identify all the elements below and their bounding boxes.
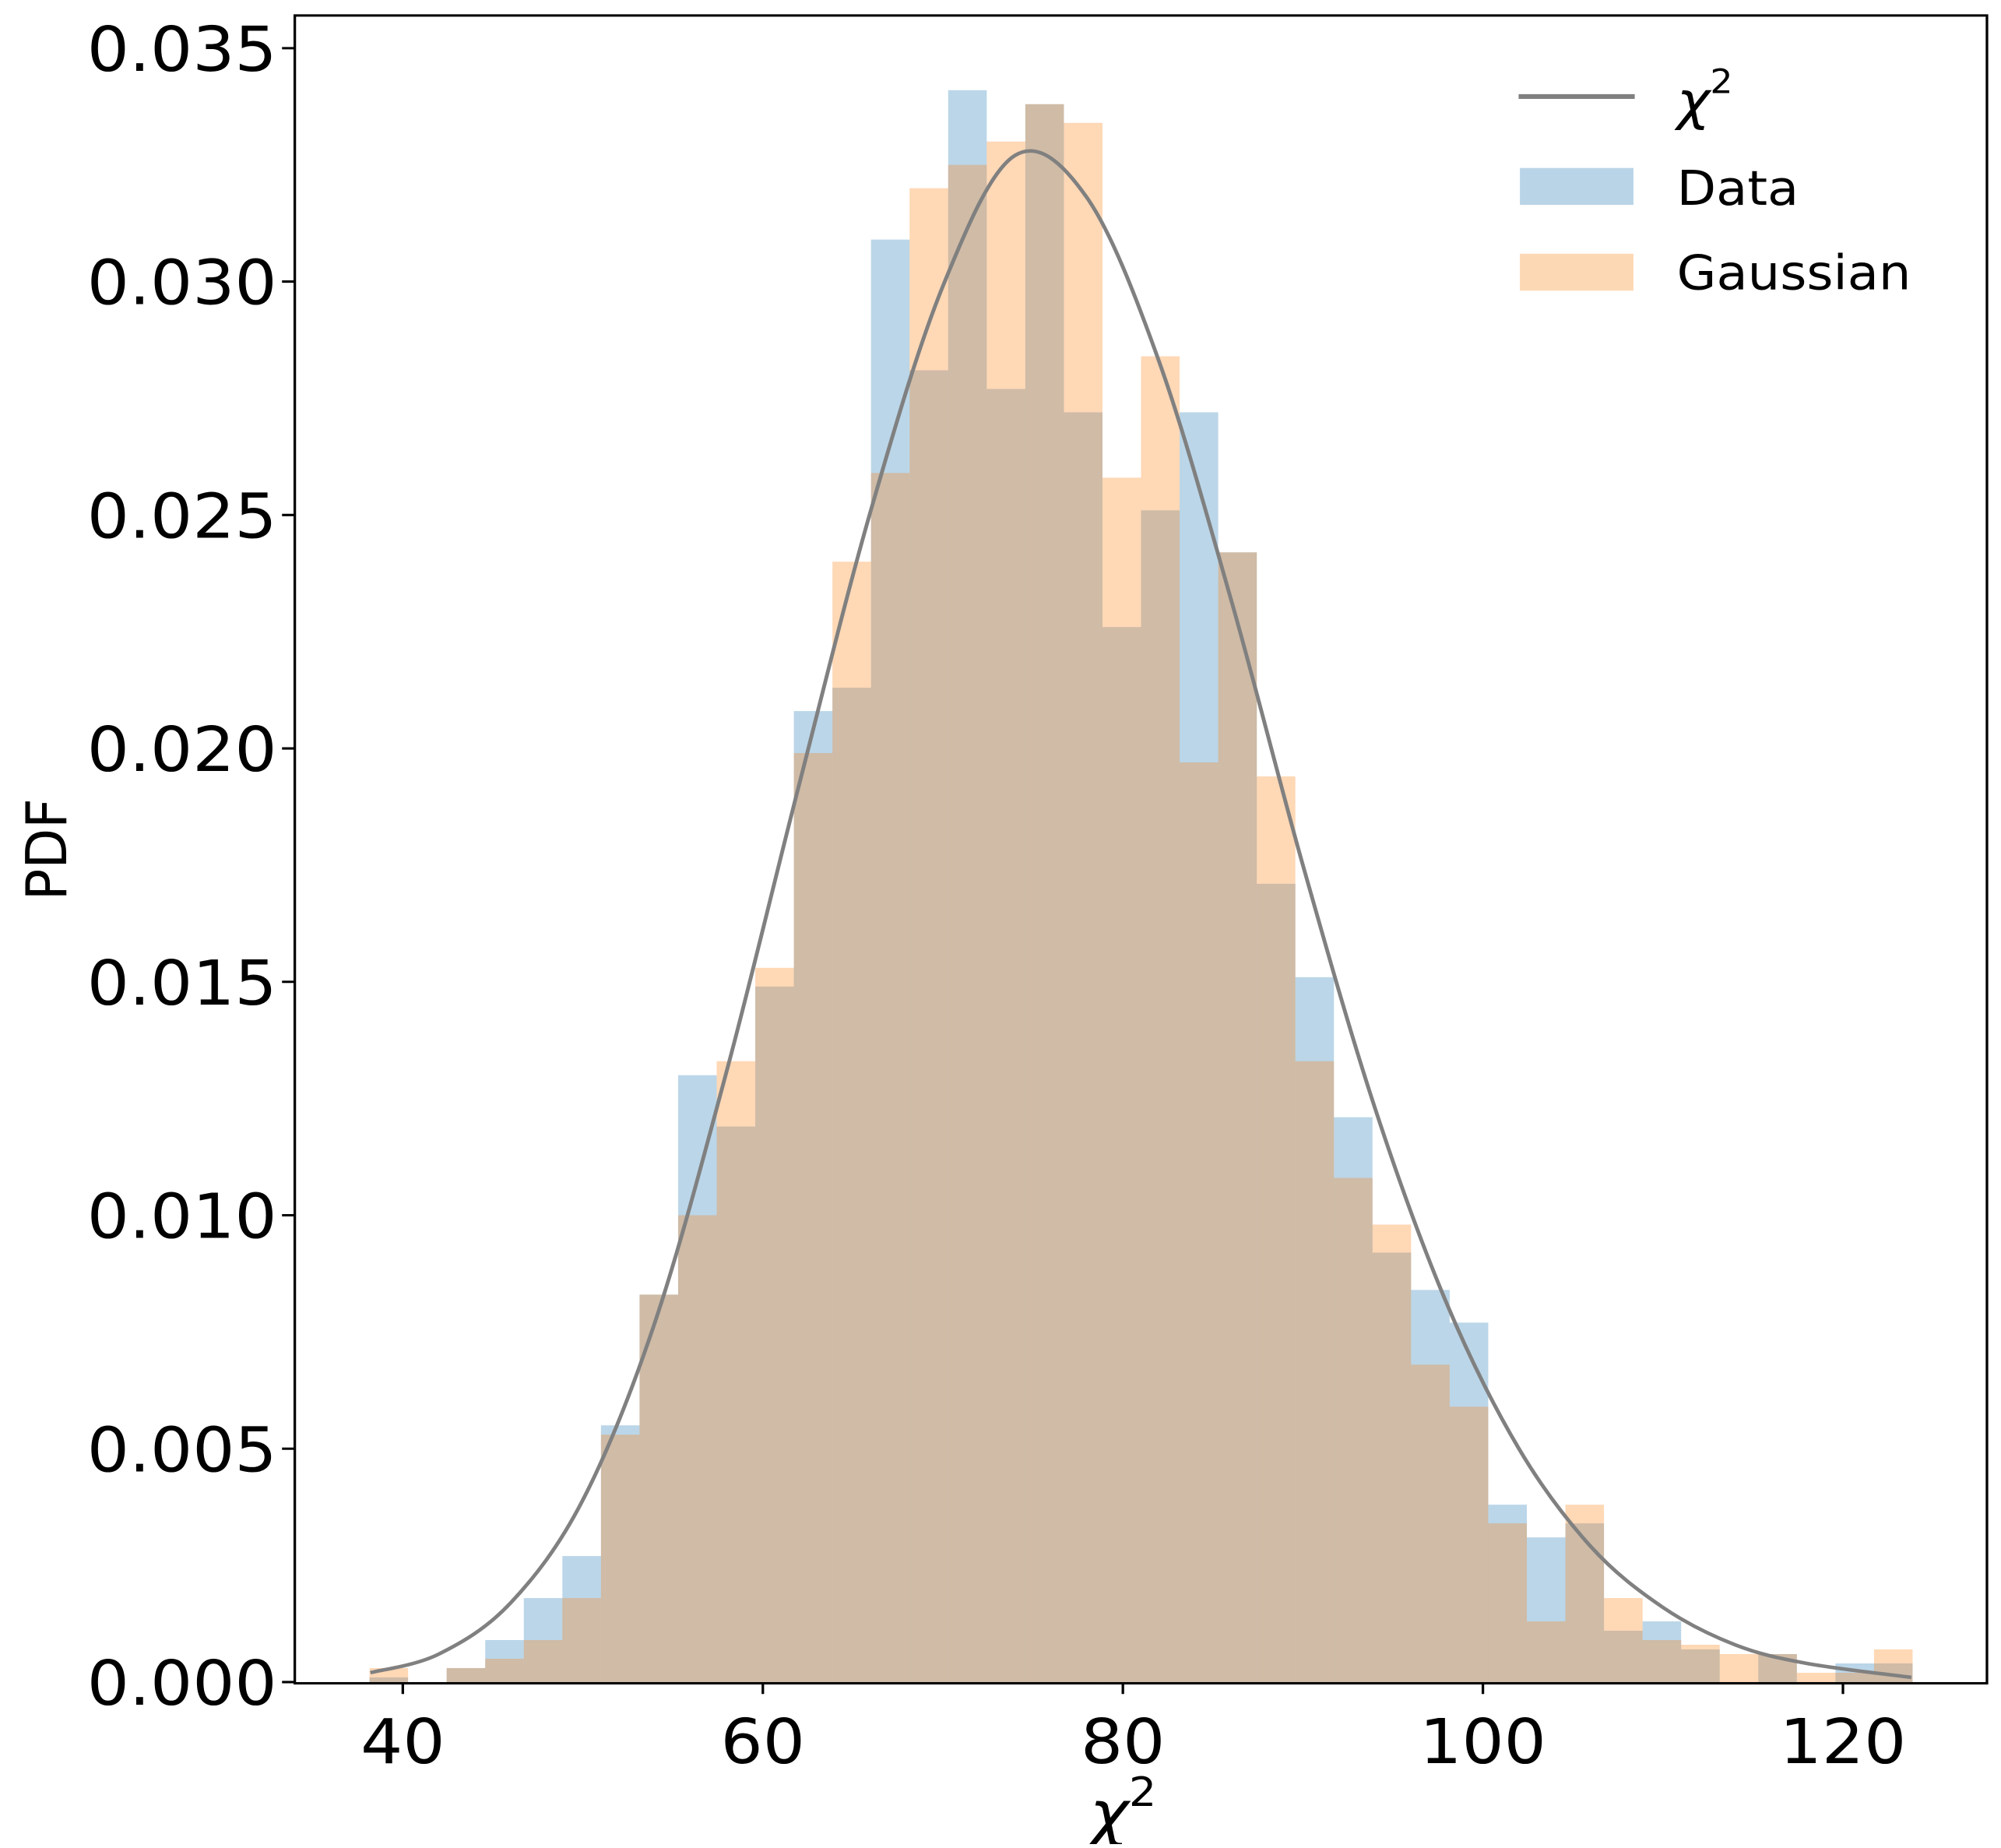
data-bar <box>1642 1621 1682 1682</box>
gaussian-bar <box>755 967 794 1682</box>
gaussian-bar <box>1141 356 1180 1682</box>
gaussian-bar <box>1565 1505 1605 1682</box>
data-bar <box>1257 883 1296 1682</box>
x-tick-label: 100 <box>1419 1706 1546 1779</box>
legend-data-label: Data <box>1677 160 1799 216</box>
y-tick-label: 0.000 <box>87 1648 277 1720</box>
gaussian-bar <box>446 1667 486 1682</box>
gaussian-bar <box>639 1294 678 1682</box>
data-bar <box>639 1294 678 1682</box>
data-bar <box>562 1556 601 1682</box>
gaussian-bar <box>1064 122 1102 1682</box>
gaussian-bar <box>832 561 871 1682</box>
gaussian-bar <box>600 1434 640 1682</box>
gaussian-bar <box>1180 762 1219 1682</box>
data-bar <box>1681 1649 1720 1682</box>
gaussian-bar <box>1411 1364 1450 1682</box>
data-bar <box>485 1640 524 1682</box>
y-tick-label: 0.010 <box>87 1181 277 1253</box>
axes-frame <box>293 14 1989 1685</box>
data-bar <box>1141 510 1180 1682</box>
gaussian-bar <box>1372 1224 1412 1682</box>
data-bar <box>755 986 794 1682</box>
y-tick-label: 0.020 <box>87 714 277 787</box>
gaussian-bar <box>1681 1645 1720 1682</box>
data-bar <box>870 239 910 1682</box>
data-bar <box>1064 412 1102 1682</box>
gaussian-bar <box>1102 477 1141 1682</box>
data-bar <box>600 1425 640 1682</box>
x-tick-label: 60 <box>721 1706 805 1779</box>
x-tick-label: 120 <box>1780 1706 1907 1779</box>
gaussian-bar <box>909 188 948 1682</box>
gaussian-bar <box>1295 1061 1335 1682</box>
gaussian-bar <box>1488 1523 1528 1682</box>
legend-gaussian-label: Gaussian <box>1677 245 1911 301</box>
gaussian-bar <box>1642 1640 1682 1682</box>
gaussian-bar <box>793 753 833 1682</box>
x-tick-label: 40 <box>360 1706 445 1779</box>
data-bar <box>1218 552 1257 1682</box>
y-tick-label: 0.035 <box>87 14 277 86</box>
gaussian-bar <box>716 1061 756 1682</box>
x-axis-label: χ2 <box>1086 1769 1156 1844</box>
data-bar <box>832 688 871 1682</box>
x-tick-label: 80 <box>1081 1706 1165 1779</box>
gaussian-bar <box>1527 1621 1566 1682</box>
data-bar <box>1334 1117 1373 1682</box>
legend-chi2-label: χ2 <box>1674 63 1733 132</box>
data-bar <box>1527 1537 1566 1682</box>
gaussian-bar <box>485 1658 524 1682</box>
data-bar <box>1372 1252 1412 1682</box>
data-bar <box>1604 1631 1643 1682</box>
legend-gaussian-swatch-icon <box>1520 253 1634 291</box>
gaussian-bar <box>523 1640 563 1682</box>
data-histogram <box>369 90 1913 1682</box>
gaussian-bar <box>986 141 1025 1682</box>
data-bar <box>1488 1505 1528 1682</box>
data-bar <box>446 1667 486 1682</box>
gaussian-bar <box>677 1215 717 1682</box>
y-tick-label: 0.015 <box>87 947 277 1019</box>
gaussian-bar <box>1257 776 1296 1682</box>
y-tick-label: 0.030 <box>87 247 277 319</box>
data-bar <box>793 711 833 1682</box>
gaussian-bar <box>1796 1672 1836 1682</box>
data-bar <box>986 389 1025 1682</box>
y-tick-label: 0.025 <box>87 480 277 553</box>
x-axis-ticks: 40 60 80 100 120 <box>360 1683 1906 1778</box>
data-bar <box>369 1677 409 1682</box>
legend-data-swatch-icon <box>1520 167 1634 206</box>
y-tick-label: 0.005 <box>87 1414 277 1487</box>
gaussian-bar <box>562 1598 601 1682</box>
data-bar <box>1025 104 1064 1682</box>
data-bar <box>1295 977 1335 1682</box>
data-bar <box>948 90 987 1682</box>
data-bar <box>1180 412 1219 1682</box>
y-axis-label: PDF <box>15 798 80 900</box>
gaussian-bar <box>1835 1672 1874 1682</box>
gaussian-bar <box>1719 1653 1759 1682</box>
gaussian-bar <box>1604 1598 1643 1682</box>
data-bar <box>1565 1523 1605 1682</box>
gaussian-bar <box>1025 104 1064 1682</box>
chi2-curve <box>370 149 1912 1680</box>
gaussian-bar <box>1218 552 1257 1682</box>
data-bar <box>1102 627 1141 1682</box>
data-bar <box>523 1598 563 1682</box>
data-bar <box>716 1126 756 1682</box>
gaussian-bar <box>948 164 987 1682</box>
gaussian-bar <box>1449 1406 1489 1682</box>
gaussian-histogram <box>369 104 1913 1682</box>
gaussian-bar <box>870 473 910 1682</box>
gaussian-bar <box>1334 1177 1373 1682</box>
legend: χ2 Data Gaussian <box>1518 63 1911 301</box>
data-bar <box>1411 1290 1450 1682</box>
data-bar <box>909 370 948 1682</box>
y-axis-ticks: 0.000 0.005 0.010 0.015 0.020 0.025 0.030 0.035 <box>87 14 295 1720</box>
